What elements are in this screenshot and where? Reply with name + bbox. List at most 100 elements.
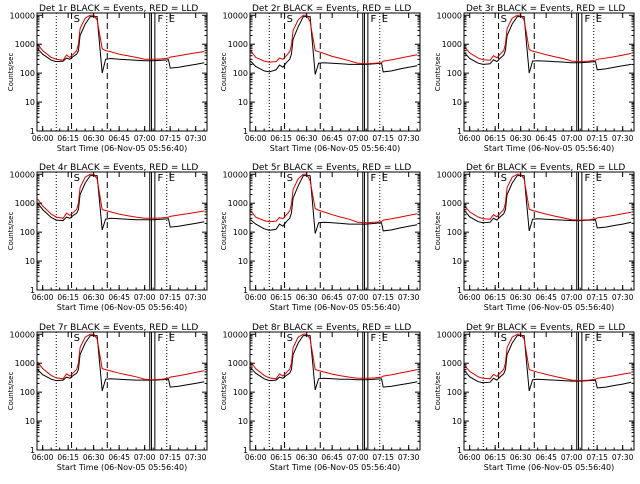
y-tick-label: 10000: [437, 330, 462, 339]
y-tick-label: 10000: [10, 330, 35, 339]
plot-frame: [36, 171, 208, 291]
series-events: [250, 175, 418, 234]
y-tick-label: 10: [25, 257, 35, 266]
marker-label-S: S: [501, 333, 507, 344]
series-lld: [464, 333, 632, 382]
y-axis-title: Counts/sec: [7, 53, 15, 92]
marker-label-E: E: [169, 333, 175, 344]
x-tick-label: 06:00: [459, 134, 481, 143]
x-tick-label: 07:30: [185, 453, 207, 462]
y-tick-label: 100: [20, 388, 35, 397]
y-tick-label: 100: [233, 69, 248, 78]
marker-label-E: E: [382, 173, 388, 184]
y-tick-label: 1000: [228, 199, 248, 208]
panel-title: Det 7r BLACK = Events, RED = LLD: [39, 323, 198, 333]
y-tick-label: 1: [457, 446, 462, 455]
x-tick-label: 06:45: [108, 134, 130, 143]
y-tick-label: 10: [238, 417, 248, 426]
x-tick-label: 06:15: [484, 293, 506, 302]
marker-label-E: E: [382, 14, 388, 25]
y-axis-title: Counts/sec: [7, 212, 15, 251]
y-tick-label: 10: [452, 417, 462, 426]
x-tick-label: 07:15: [586, 453, 608, 462]
y-tick-label: 1: [30, 446, 35, 455]
y-tick-label: 1: [243, 127, 248, 136]
y-tick-label: 10000: [223, 330, 248, 339]
y-tick-label: 1: [457, 286, 462, 295]
marker-label-E: E: [596, 14, 602, 25]
marker-label-S: S: [287, 173, 293, 184]
x-tick-label: 07:30: [398, 293, 420, 302]
x-tick-label: 06:30: [83, 134, 105, 143]
marker-label-S: S: [74, 173, 80, 184]
y-tick-label: 100: [447, 388, 462, 397]
y-tick-label: 100: [233, 388, 248, 397]
x-tick-label: 06:45: [535, 453, 557, 462]
x-tick-label: 07:00: [347, 293, 369, 302]
y-tick-label: 1: [243, 446, 248, 455]
y-tick-label: 1000: [228, 359, 248, 368]
x-axis-title: Start Time (06-Nov-05 05:56:40): [270, 144, 400, 153]
x-tick-label: 07:30: [398, 453, 420, 462]
x-tick-label: 06:45: [108, 293, 130, 302]
x-tick-label: 07:00: [561, 453, 583, 462]
x-tick-label: 07:15: [159, 453, 181, 462]
plot-frame: [249, 171, 421, 291]
marker-label-F: F: [157, 14, 163, 25]
plot-frame: [249, 12, 421, 132]
marker-label-F: F: [157, 333, 163, 344]
plot-frame: [36, 331, 208, 451]
x-tick-label: 06:15: [270, 293, 292, 302]
x-axis-title: Start Time (06-Nov-05 05:56:40): [57, 303, 187, 312]
x-tick-label: 06:30: [296, 293, 318, 302]
x-tick-label: 07:00: [134, 453, 156, 462]
marker-label-E: E: [596, 333, 602, 344]
x-tick-label: 07:00: [347, 453, 369, 462]
marker-label-E: E: [596, 173, 602, 184]
series-events: [37, 175, 205, 231]
x-tick-label: 07:15: [372, 134, 394, 143]
x-tick-label: 07:00: [134, 293, 156, 302]
x-tick-label: 06:00: [245, 293, 267, 302]
panel-title: Det 8r BLACK = Events, RED = LLD: [252, 323, 411, 333]
marker-label-F: F: [584, 173, 590, 184]
panel-title: Det 3r BLACK = Events, RED = LLD: [466, 4, 625, 14]
y-tick-label: 1000: [15, 40, 35, 49]
y-tick-label: 1000: [15, 359, 35, 368]
marker-label-S: S: [501, 173, 507, 184]
y-axis-title: Counts/sec: [220, 53, 228, 92]
x-axis-title: Start Time (06-Nov-05 05:56:40): [484, 144, 614, 153]
series-lld: [37, 14, 205, 61]
marker-label-E: E: [382, 333, 388, 344]
x-axis-title: Start Time (06-Nov-05 05:56:40): [484, 303, 614, 312]
x-tick-label: 06:15: [270, 134, 292, 143]
y-tick-label: 1: [457, 127, 462, 136]
y-tick-label: 10: [452, 98, 462, 107]
plot-frame: [463, 12, 635, 132]
y-axis-title: Counts/sec: [220, 212, 228, 251]
series-lld: [250, 173, 418, 224]
x-tick-label: 07:00: [347, 134, 369, 143]
x-tick-label: 07:00: [561, 293, 583, 302]
marker-label-E: E: [169, 14, 175, 25]
y-tick-label: 100: [20, 69, 35, 78]
series-lld: [250, 333, 418, 380]
y-tick-label: 10000: [223, 11, 248, 20]
x-tick-label: 07:30: [185, 293, 207, 302]
y-tick-label: 10000: [437, 170, 462, 179]
y-tick-label: 100: [20, 228, 35, 237]
y-tick-label: 100: [447, 228, 462, 237]
series-events: [37, 16, 205, 74]
x-tick-label: 06:45: [108, 453, 130, 462]
panel-title: Det 1r BLACK = Events, RED = LLD: [39, 4, 198, 14]
x-tick-label: 06:00: [459, 453, 481, 462]
x-tick-label: 06:15: [57, 293, 79, 302]
y-tick-label: 1: [30, 127, 35, 136]
